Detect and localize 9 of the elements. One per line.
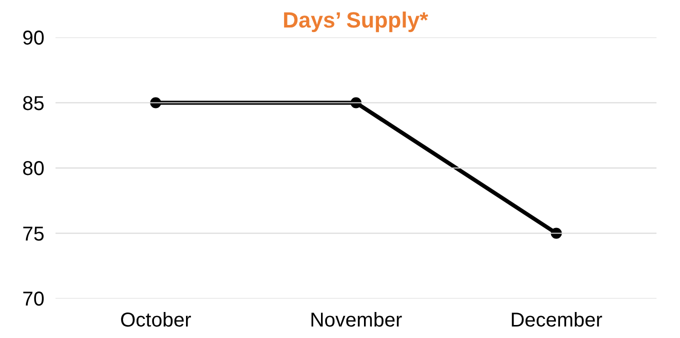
x-tick-label: November — [310, 310, 402, 332]
chart-title: Days’ Supply* — [282, 8, 429, 32]
y-tick-label: 80 — [22, 158, 45, 180]
y-tick-label: 90 — [22, 28, 45, 50]
x-tick-label: October — [120, 310, 192, 332]
x-tick-label: December — [510, 310, 603, 332]
y-tick-label: 75 — [22, 223, 45, 246]
y-tick-label: 85 — [22, 92, 45, 115]
y-tick-label: 70 — [22, 288, 45, 310]
